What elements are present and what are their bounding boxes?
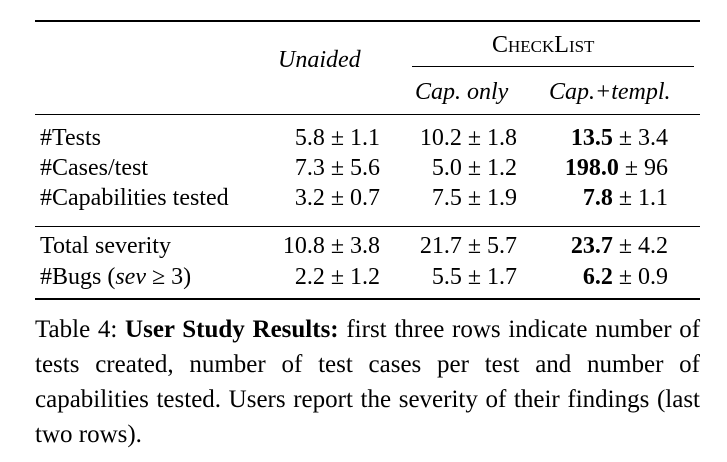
caption-text: first three rows indicate number of test… — [35, 316, 701, 448]
mean: 10.2 — [419, 125, 462, 151]
caption-label: Table 4: — [35, 316, 118, 343]
value-cell: 7.3 ± 5.6 — [295, 154, 380, 182]
sd: ± 96 — [624, 155, 668, 181]
value-cell: 10.8 ± 3.8 — [283, 232, 380, 260]
value-cell: 10.2 ± 1.8 — [420, 124, 517, 152]
header-unaided: Unaided — [278, 47, 361, 73]
mid-rule — [35, 226, 700, 227]
row-label: #Capabilities tested — [40, 185, 229, 211]
group-rule — [412, 66, 694, 67]
mean: 5.5 — [431, 264, 462, 290]
header-sub: Cap.+templ. — [549, 79, 671, 105]
label-part: sev — [115, 264, 146, 290]
mean: 2.2 — [294, 264, 325, 290]
caption-title: User Study Results: — [125, 316, 339, 343]
label-part: ≥ 3) — [146, 264, 192, 290]
mean: 3.2 — [294, 185, 325, 211]
row-label: #Tests — [40, 125, 101, 151]
mean: 6.2 — [582, 264, 613, 290]
top-rule — [35, 20, 700, 22]
mean: 198.0 — [564, 155, 619, 181]
mean: 23.7 — [570, 233, 613, 259]
value-cell: 5.0 ± 1.2 — [432, 154, 517, 182]
sd: ± 3.4 — [618, 125, 668, 151]
mean: 5.8 — [294, 125, 325, 151]
value-cell: 198.0 ± 96 — [565, 154, 668, 182]
header-sub: Cap. only — [415, 79, 509, 105]
sd: ± 1.8 — [467, 125, 517, 151]
mean: 13.5 — [570, 125, 613, 151]
row-label: #Bugs (sev ≥ 3) — [40, 263, 191, 291]
mean: 21.7 — [419, 233, 462, 259]
value-cell: 5.8 ± 1.1 — [295, 124, 380, 152]
value-cell: 23.7 ± 4.2 — [571, 232, 668, 260]
value-cell: 3.2 ± 0.7 — [295, 184, 380, 212]
label-part: #Bugs ( — [40, 264, 116, 290]
value-cell: 5.5 ± 1.7 — [432, 263, 517, 291]
value-cell: 13.5 ± 3.4 — [571, 124, 668, 152]
sd: ± 1.9 — [467, 185, 517, 211]
mean: 7.5 — [431, 185, 462, 211]
sd: ± 1.7 — [467, 264, 517, 290]
sd: ± 5.7 — [467, 233, 517, 259]
value-cell: 7.8 ± 1.1 — [583, 184, 668, 212]
value-cell: 2.2 ± 1.2 — [295, 263, 380, 291]
sd: ± 3.8 — [330, 233, 380, 259]
mean: 7.3 — [294, 155, 325, 181]
bottom-rule — [35, 298, 700, 300]
row-label: Total severity — [40, 233, 171, 259]
caption: Table 4: User Study Results: first three… — [35, 312, 700, 452]
value-cell: 7.5 ± 1.9 — [432, 184, 517, 212]
sd: ± 1.2 — [467, 155, 517, 181]
sd: ± 0.9 — [618, 264, 668, 290]
mid-rule — [35, 114, 700, 115]
sd: ± 1.2 — [330, 264, 380, 290]
sd: ± 1.1 — [330, 125, 380, 151]
sd: ± 0.7 — [330, 185, 380, 211]
mean: 5.0 — [431, 155, 462, 181]
sd: ± 5.6 — [330, 155, 380, 181]
row-label: #Cases/test — [40, 155, 148, 181]
value-cell: 21.7 ± 5.7 — [420, 232, 517, 260]
value-cell: 6.2 ± 0.9 — [583, 263, 668, 291]
sd: ± 4.2 — [618, 233, 668, 259]
mean: 10.8 — [282, 233, 325, 259]
sd: ± 1.1 — [618, 185, 668, 211]
header-group: CheckList — [492, 32, 595, 58]
mean: 7.8 — [582, 185, 613, 211]
